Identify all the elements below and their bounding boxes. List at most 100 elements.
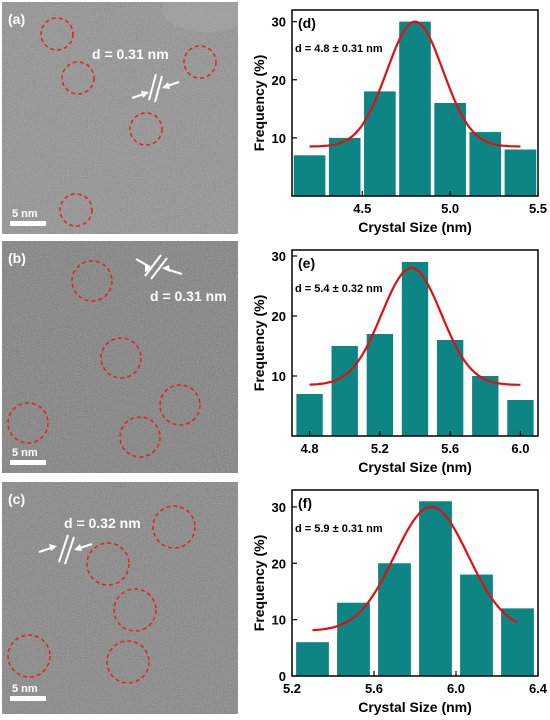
x-axis-label: Crystal Size (nm)	[358, 699, 472, 715]
scale-bar-label: 5 nm	[12, 208, 38, 220]
histogram-bar	[504, 149, 537, 196]
y-tick-label: 20	[272, 556, 286, 571]
histogram-bar	[337, 602, 370, 676]
histogram-bar	[378, 563, 411, 676]
scale-bar	[10, 696, 46, 701]
nanocrystal-circle	[61, 61, 95, 95]
lattice-fringe-marker	[131, 73, 180, 103]
histogram-bar	[436, 340, 464, 436]
lattice-fringe-marker	[135, 254, 183, 280]
panel-label: (d)	[298, 15, 316, 31]
histogram-bar	[293, 155, 326, 196]
histogram-bar	[469, 132, 502, 196]
scale-bar	[10, 460, 46, 465]
plot-frame	[291, 249, 539, 437]
gaussian-fit-curve	[312, 505, 519, 632]
chart-svg-e: 4.8 5.2 5.6 6.0 10 20 30 Crystal Size (nm) Frequ…	[251, 249, 539, 475]
nanocrystal-circle	[159, 384, 201, 426]
lattice-fringe-marker	[38, 534, 93, 565]
lattice-texture	[2, 482, 238, 714]
mean-size-annotation: d = 4.8 ± 0.31 nm	[295, 43, 383, 55]
histogram-bar	[364, 91, 396, 196]
nanocrystal-circle	[152, 505, 196, 549]
x-tick-label: 6.0	[447, 681, 465, 696]
nanocrystal-circle	[106, 640, 150, 684]
y-tick-label: 10	[272, 613, 286, 628]
x-tick-label: 4.8	[301, 441, 319, 456]
panel-label: (a)	[8, 11, 25, 27]
nanocrystal-circles	[7, 260, 201, 458]
gaussian-fit-curve	[309, 266, 521, 386]
nanocrystal-circle	[7, 402, 49, 444]
histogram-bar	[401, 262, 429, 436]
y-tick-label: 30	[272, 500, 286, 515]
nanocrystal-circle	[71, 260, 113, 302]
nanocrystal-circle	[129, 112, 163, 146]
chart-svg-d: 4.5 5.0 5.5 10 20 30 Crystal Size (nm) Frequenc…	[251, 9, 547, 235]
histogram-bar	[507, 400, 534, 436]
nanocrystal-circle	[119, 416, 161, 458]
tem-panel-a: d = 0.31 nm (a) 5 nm	[2, 2, 238, 234]
x-axis-label: Crystal Size (nm)	[358, 459, 472, 475]
tem-image-b: d = 0.31 nm (b) 5 nm	[2, 241, 238, 473]
x-tick-label: 5.6	[365, 681, 383, 696]
y-tick-label: 10	[272, 369, 286, 384]
x-tick-label: 5.2	[283, 681, 301, 696]
nanocrystal-circle	[40, 17, 74, 51]
histogram-e: 4.8 5.2 5.6 6.0 10 20 30 Crystal Size (nm) Frequ…	[240, 240, 550, 480]
x-tick-label: 5.0	[441, 201, 459, 216]
x-tick-label: 5.6	[441, 441, 459, 456]
y-axis-label: Frequency (%)	[251, 535, 267, 631]
histogram-d: 4.5 5.0 5.5 10 20 30 Crystal Size (nm) Frequenc…	[240, 0, 550, 240]
histogram-bar	[419, 501, 452, 676]
plot-frame	[291, 489, 539, 677]
gaussian-fit-curve	[309, 20, 521, 148]
histogram-bar	[399, 21, 431, 196]
scale-bar-label: 5 nm	[12, 683, 38, 695]
histogram-f: 5.2 5.6 6.0 6.4 0 10 20 30 Crystal Size (nm) Freq…	[240, 480, 550, 720]
lattice-texture	[2, 241, 238, 473]
y-axis-label: Frequency (%)	[251, 55, 267, 151]
x-tick-label: 5.5	[529, 201, 547, 216]
x-tick-label: 4.5	[353, 201, 371, 216]
tem-image-c: d = 0.32 nm (c) 5 nm	[2, 482, 238, 714]
nanocrystal-circle	[113, 588, 157, 632]
histogram-bar	[434, 103, 466, 196]
y-tick-label: 30	[272, 249, 286, 264]
nanocrystal-circle	[7, 634, 51, 678]
panel-label: (f)	[298, 495, 312, 511]
histogram-bar	[501, 608, 534, 676]
histogram-bar	[328, 137, 361, 196]
scale-bar-label: 5 nm	[12, 447, 38, 459]
panel-label: (e)	[298, 255, 315, 271]
nanocrystal-circle	[183, 45, 217, 79]
d-spacing-label: d = 0.31 nm	[92, 46, 169, 62]
plot-frame	[291, 9, 539, 197]
y-axis-label: Frequency (%)	[251, 295, 267, 391]
tem-panel-c: d = 0.32 nm (c) 5 nm	[2, 482, 238, 714]
nanocrystal-circles	[7, 505, 196, 684]
x-tick-label: 6.0	[511, 441, 529, 456]
chart-svg-f: 5.2 5.6 6.0 6.4 0 10 20 30 Crystal Size (nm) Freq…	[251, 489, 548, 715]
histogram-bar	[472, 376, 499, 436]
lattice-texture	[2, 2, 238, 234]
nanocrystal-circles	[40, 17, 217, 227]
y-tick-label: 10	[272, 131, 286, 146]
y-tick-label: 0	[279, 669, 286, 684]
bright-region	[162, 2, 238, 32]
mean-size-annotation: d = 5.4 ± 0.32 nm	[295, 283, 383, 295]
y-tick-label: 30	[272, 15, 286, 30]
d-spacing-label: d = 0.31 nm	[150, 288, 227, 304]
x-axis-label: Crystal Size (nm)	[358, 219, 472, 235]
histogram-bar	[296, 394, 323, 436]
scale-bar	[10, 221, 46, 226]
y-tick-label: 20	[272, 73, 286, 88]
histogram-bar	[460, 574, 493, 676]
nanocrystal-circle	[59, 193, 93, 227]
histogram-bar	[296, 642, 329, 676]
d-spacing-label: d = 0.32 nm	[64, 515, 141, 531]
histogram-bar	[366, 334, 394, 436]
nanocrystal-circle	[100, 337, 142, 379]
x-tick-label: 5.2	[371, 441, 389, 456]
histogram-bar	[331, 346, 358, 436]
